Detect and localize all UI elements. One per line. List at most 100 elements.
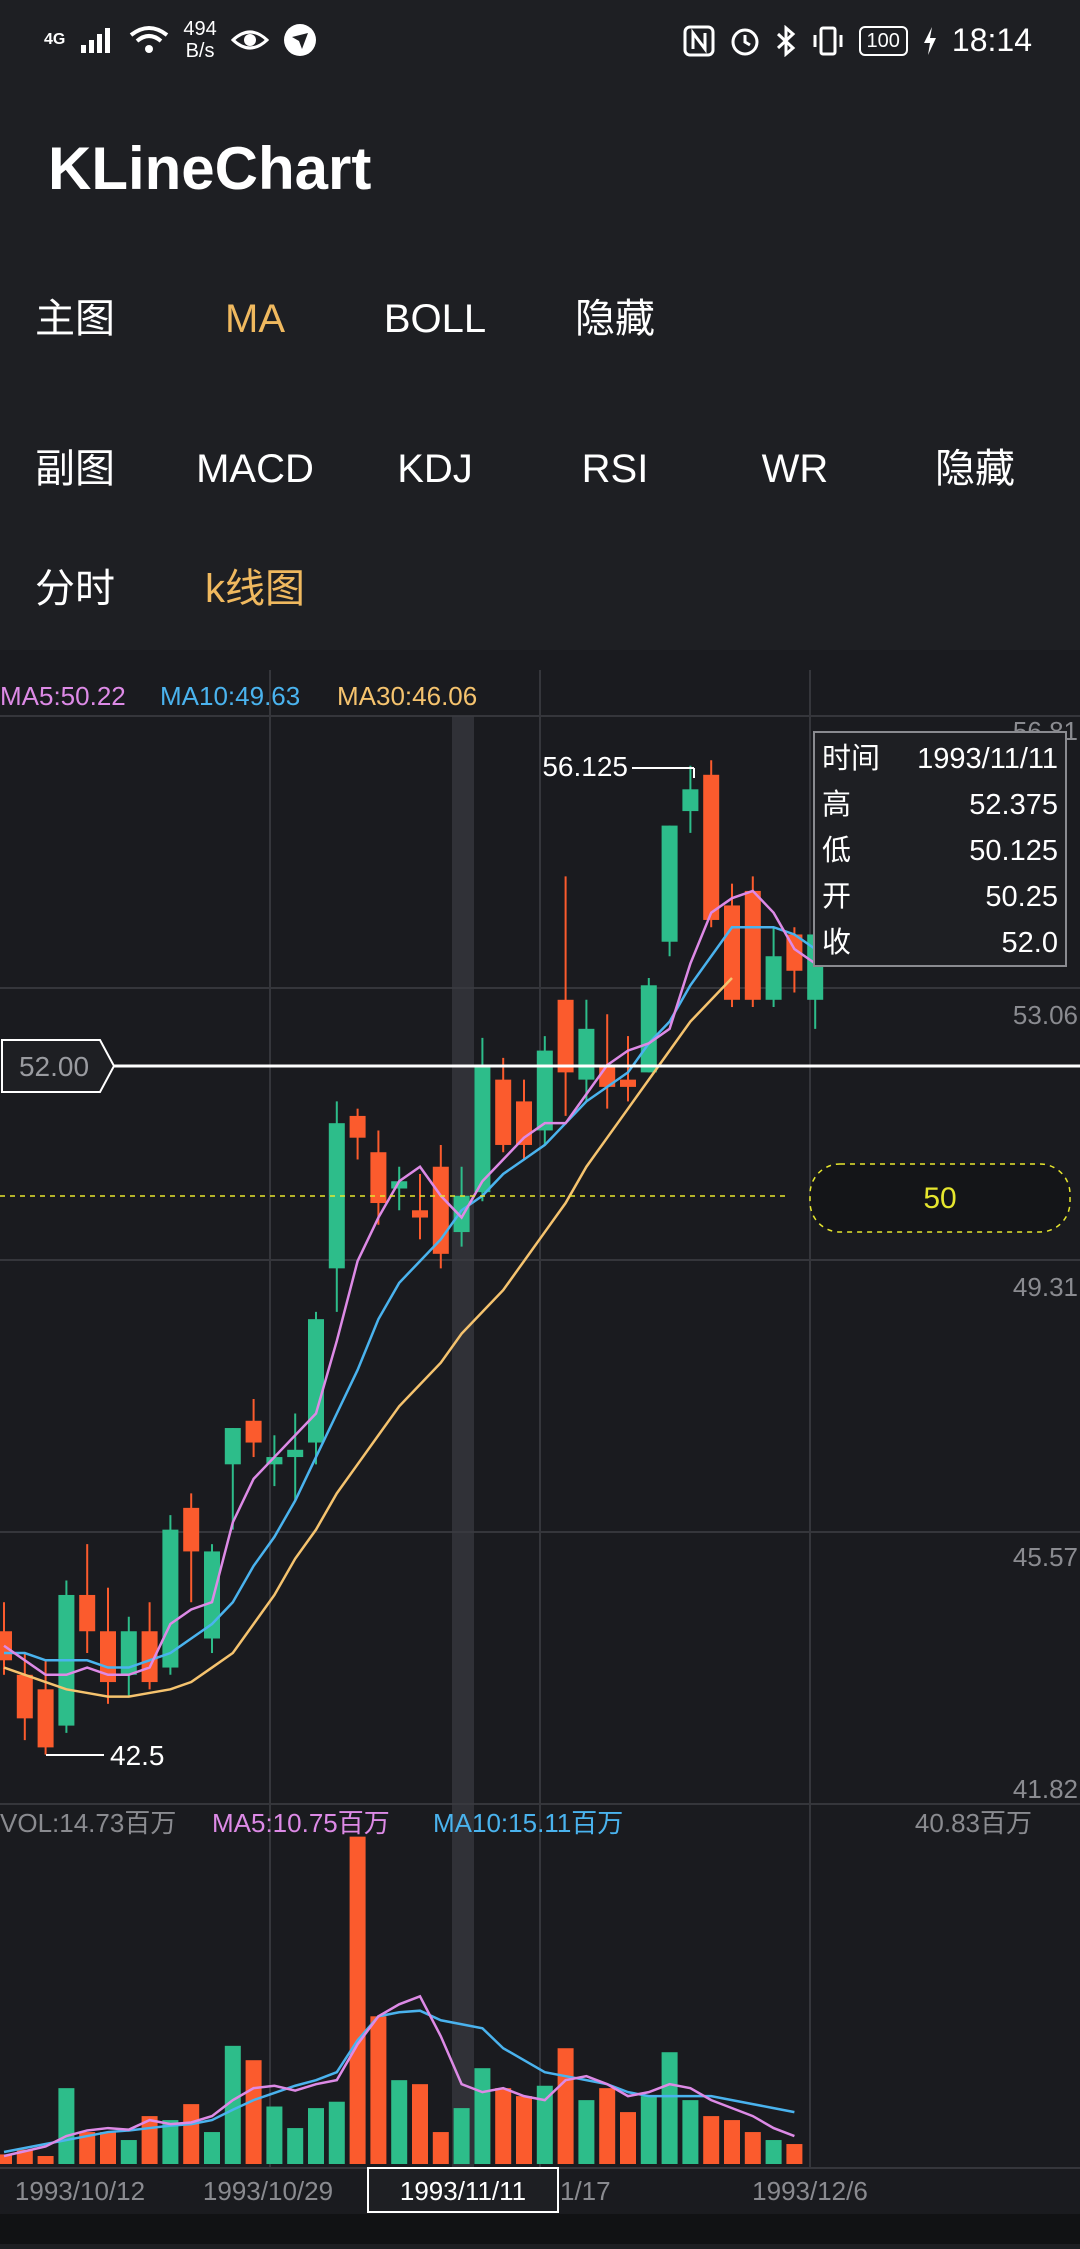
- volume-bar: [79, 2132, 96, 2164]
- volume-bar: [37, 2156, 54, 2164]
- kline-button[interactable]: k线图: [205, 567, 305, 611]
- wifi-icon: [130, 26, 169, 53]
- alarm-icon: [731, 28, 759, 55]
- candle-body: [16, 1674, 33, 1719]
- vol-axis-max: 40.83百万: [915, 1808, 1032, 1838]
- main-boll-button[interactable]: BOLL: [383, 297, 487, 341]
- volume-bar: [432, 2132, 449, 2164]
- tooltip-low-label: 低: [822, 834, 851, 867]
- volume-bar: [349, 1836, 366, 2164]
- volume-bar: [224, 2045, 241, 2164]
- ma10-legend: MA10:49.63: [160, 681, 300, 711]
- vol-ma10-line: [3, 2009, 795, 2154]
- info-tooltip: 时间 1993/11/11 高 52.375 低 50.125 开 50.25 …: [813, 731, 1067, 967]
- volume-bar: [516, 2096, 532, 2164]
- volume-bar: [744, 2132, 761, 2164]
- volume-bar: [495, 2088, 512, 2164]
- candle-body: [724, 905, 740, 1000]
- candles-layer: [0, 760, 824, 1755]
- current-price-tag[interactable]: [1, 1039, 116, 1093]
- sub-macd-button[interactable]: MACD: [196, 447, 314, 491]
- system-nav-bar: [0, 2214, 1080, 2244]
- eye-icon: [230, 30, 269, 50]
- volume-bar: [308, 2108, 324, 2164]
- candle-body: [37, 1689, 54, 1748]
- candle-body: [557, 999, 574, 1073]
- sub-kdj-button[interactable]: KDJ: [397, 447, 473, 491]
- date-axis-label: 1993/10/12: [15, 2176, 145, 2206]
- volume-bar: [100, 2132, 116, 2164]
- volume-bar: [557, 2048, 574, 2164]
- candle-body: [100, 1631, 116, 1683]
- volume-bar: [204, 2132, 220, 2164]
- volume-bar: [120, 2140, 137, 2164]
- tooltip-time-value: 1993/11/11: [917, 743, 1058, 775]
- ma5-legend: MA5:50.22: [0, 681, 126, 711]
- volume-bar: [266, 2106, 283, 2164]
- volume-bar: [391, 2080, 408, 2164]
- volume-bar: [724, 2120, 740, 2164]
- kline-chart-svg[interactable]: MA5:50.22 MA10:49.63 MA30:46.06 56.81 53…: [0, 650, 1080, 2244]
- app-title: KLineChart: [48, 135, 372, 202]
- candle-body: [266, 1457, 283, 1465]
- crosshair-value-tag: [809, 1163, 1071, 1233]
- candle-body: [620, 1079, 636, 1087]
- sub-hide-button[interactable]: 隐藏: [935, 447, 1015, 491]
- price-axis-label: 45.57: [1013, 1542, 1078, 1572]
- volume-bar: [682, 2100, 699, 2164]
- kline-chart[interactable]: MA5:50.22 MA10:49.63 MA30:46.06 56.81 53…: [0, 650, 1080, 2244]
- volume-bar: [287, 2128, 304, 2164]
- app-notification-icon: [283, 24, 316, 56]
- candle-body: [245, 1420, 262, 1443]
- candle-body: [536, 1050, 553, 1131]
- ma30-legend: MA30:46.06: [337, 681, 477, 711]
- ma10-line: [4, 925, 816, 1669]
- nfc-icon: [683, 25, 715, 56]
- price-axis-label: 49.31: [1013, 1272, 1078, 1302]
- volume-bar: [328, 2101, 345, 2164]
- tooltip-close-value: 52.0: [1002, 927, 1058, 959]
- volume-bar: [453, 2108, 470, 2164]
- date-crosshair-label: 1993/11/11: [400, 2176, 526, 2206]
- tooltip-close-label: 收: [822, 926, 851, 959]
- volume-bar: [58, 2088, 75, 2164]
- volume-bar: [765, 2140, 782, 2164]
- volume-bar: [661, 2052, 678, 2164]
- main-hide-button[interactable]: 隐藏: [575, 297, 655, 341]
- volume-bars-layer: [0, 1836, 803, 2164]
- candle-body: [183, 1507, 200, 1552]
- volume-bar: [412, 2084, 428, 2164]
- candle-body: [412, 1210, 428, 1218]
- tooltip-high-label: 高: [822, 788, 851, 821]
- candle-body: [349, 1115, 366, 1138]
- candle-body: [474, 1065, 491, 1193]
- price-axis-label: 41.82: [1013, 1774, 1078, 1804]
- vol-ma10-legend: MA10:15.11百万: [433, 1808, 623, 1838]
- volume-bar: [640, 2096, 657, 2164]
- charging-icon: [923, 26, 936, 55]
- tooltip-low-value: 50.125: [969, 835, 1058, 867]
- main-indicator-row: 主图 MA BOLL 隐藏: [0, 284, 1080, 354]
- timeline-button[interactable]: 分时: [35, 567, 115, 611]
- candle-body: [640, 985, 657, 1073]
- candle-body: [765, 956, 782, 1000]
- sub-wr-button[interactable]: WR: [761, 447, 829, 491]
- bluetooth-icon: [776, 24, 795, 57]
- date-axis-label: 1/17: [560, 2176, 611, 2206]
- main-ma-button[interactable]: MA: [225, 297, 285, 341]
- date-axis-label: 1993/12/6: [752, 2176, 868, 2206]
- max-price-label: 56.125: [542, 751, 628, 782]
- sub-rsi-button[interactable]: RSI: [581, 447, 649, 491]
- min-price-label: 42.5: [110, 1740, 165, 1771]
- crosshair-highlight: [452, 716, 474, 2168]
- candle-body: [79, 1594, 96, 1632]
- battery-indicator: 100: [858, 25, 908, 56]
- volume-bar: [183, 2104, 200, 2164]
- ma30-line: [3, 977, 733, 1698]
- tooltip-open-label: 开: [822, 881, 851, 913]
- candle-body: [370, 1152, 387, 1204]
- sub-indicator-row: 副图 MACD KDJ RSI WR 隐藏: [0, 434, 1080, 504]
- candle-body: [204, 1551, 220, 1639]
- current-price-value: 52.00: [19, 1051, 89, 1082]
- candle-body: [287, 1449, 304, 1458]
